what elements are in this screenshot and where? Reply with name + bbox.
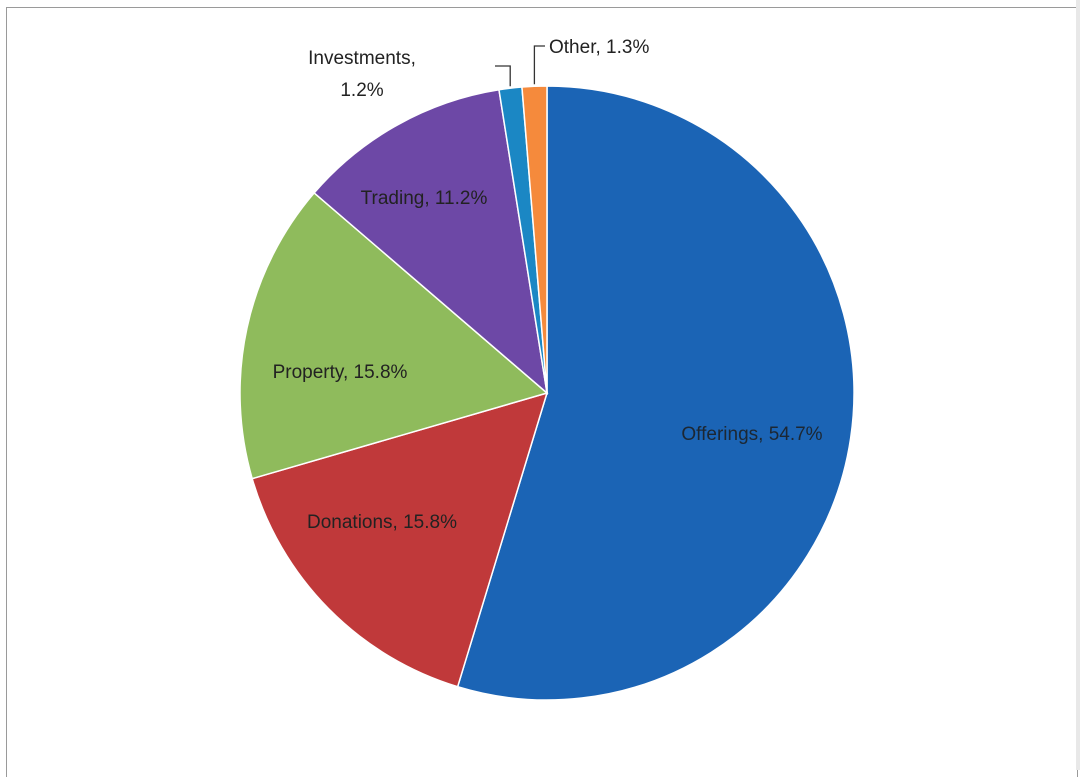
leader-line-investments [495,65,511,87]
label-investments-line-2: 1.2% [340,80,383,101]
pie-slices [239,85,855,701]
slice-property [239,191,549,480]
slice-offerings [456,85,855,701]
label-property: Property, 15.8% [273,362,408,383]
slice-donations [251,391,549,688]
leader-lines [495,45,545,87]
slice-trading [313,88,549,395]
label-trading: Trading, 11.2% [361,188,488,209]
label-offerings: Offerings, 54.7% [681,424,822,445]
label-donations: Donations, 15.8% [307,512,457,533]
slice-other [521,85,548,394]
page-edge [1076,0,1080,770]
slice-labels: Offerings, 54.7% Donations, 15.8% Proper… [273,37,823,533]
label-other: Other, 1.3% [549,37,649,58]
leader-line-other [533,45,545,85]
label-investments-line-1: Investments, [308,48,416,69]
